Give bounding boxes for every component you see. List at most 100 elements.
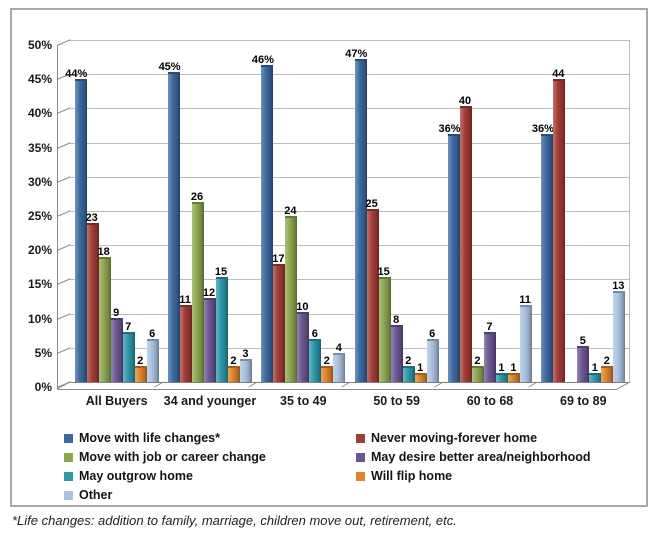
y-axis-tick-label: 40% <box>27 106 52 120</box>
y-axis-tick <box>57 142 71 149</box>
gridline <box>70 177 630 178</box>
bar-group: 45% 11 26 12 15 2 3 <box>159 40 256 382</box>
bar-value-label: 36% <box>531 123 554 135</box>
x-axis-label: 50 to 59 <box>373 394 420 408</box>
y-axis-tick <box>57 313 71 320</box>
legend-item: Will flip home <box>356 468 591 484</box>
legend-swatch-icon <box>356 452 365 462</box>
bar-value-label: 6 <box>311 328 318 340</box>
bar: 44% <box>65 68 87 382</box>
bar: 15 <box>378 266 391 382</box>
bar: 6 <box>309 328 322 382</box>
bar-value-label: 1 <box>510 362 517 374</box>
x-axis-label: 35 to 49 <box>280 394 327 408</box>
bar-group: 36% 44 5 1 2 13 <box>532 40 630 382</box>
bar-groups: 44% 23 18 9 7 2 6 45% 11 26 12 15 2 3 46% 17 24 10 6 2 4 47% 2… <box>65 40 630 382</box>
bar: 2 <box>402 355 415 382</box>
bar: 23 <box>86 212 99 382</box>
bar-value-label: 3 <box>242 348 249 360</box>
y-axis-tick-label: 25% <box>27 209 52 223</box>
bar: 44 <box>552 68 566 382</box>
bar: 7 <box>122 321 135 382</box>
bar-value-label: 6 <box>149 328 156 340</box>
bar: 26 <box>191 191 204 382</box>
gridline <box>70 314 630 315</box>
bar: 2 <box>321 355 334 382</box>
bar: 11 <box>519 294 532 382</box>
y-axis-tick-label: 0% <box>34 380 52 394</box>
gridline <box>70 40 630 41</box>
bar-value-label: 7 <box>486 321 493 333</box>
legend-label: Other <box>79 488 113 502</box>
legend-item: Move with job or career change <box>64 449 356 465</box>
gridline <box>70 348 630 349</box>
bar-value-label: 1 <box>417 362 424 374</box>
bar-value-label: 40 <box>458 95 472 107</box>
y-axis-tick-label: 50% <box>27 38 52 52</box>
bar: 8 <box>390 314 403 382</box>
legend-item: Move with life changes* <box>64 430 356 446</box>
bar-value-label: 1 <box>591 362 598 374</box>
y-axis-tick <box>57 347 71 354</box>
gridline <box>70 74 630 75</box>
left-wall-line <box>57 45 58 390</box>
bar-value-label: 2 <box>474 355 481 367</box>
y-axis-tick-label: 35% <box>27 141 52 155</box>
bar-value-label: 44 <box>552 68 565 80</box>
y-axis-tick-label: 5% <box>34 346 52 360</box>
bar-value-label: 4 <box>335 342 342 354</box>
legend-item: May desire better area/neighborhood <box>356 449 591 465</box>
bar-value-label: 25 <box>365 198 378 210</box>
bar: 36% <box>439 123 461 382</box>
y-axis-tick-label: 45% <box>27 72 52 86</box>
bar-value-label: 11 <box>519 294 531 306</box>
bar-value-label: 2 <box>405 355 412 367</box>
bar: 1 <box>507 362 520 382</box>
plot-area: 0% 5% 10% 15% 20% 25% 30% 35% 40% 45% 50% 44% 23 18 9 7… <box>28 38 631 394</box>
bar: 36% <box>532 123 554 382</box>
y-axis-tick-label: 30% <box>27 175 52 189</box>
bar: 10 <box>296 301 310 382</box>
bar: 1 <box>414 362 427 382</box>
bar: 13 <box>612 280 626 382</box>
legend-item: Other <box>64 487 356 503</box>
legend-swatch-icon <box>64 471 73 481</box>
right-wall-line <box>629 40 630 383</box>
bar-value-label: 10 <box>296 301 309 313</box>
x-axis-labels: All Buyers 34 and younger 35 to 49 50 to 59… <box>70 394 630 408</box>
legend-item: Never moving-forever home <box>356 430 591 446</box>
bar: 46% <box>252 54 274 382</box>
bar-value-label: 46% <box>251 54 274 66</box>
bar: 6 <box>146 328 159 382</box>
x-axis-label: 69 to 89 <box>560 394 607 408</box>
bar-value-label: 44% <box>65 68 88 80</box>
bar-value-label: 11 <box>179 294 191 306</box>
bar-value-label: 2 <box>603 355 610 367</box>
bar: 18 <box>98 246 111 382</box>
bar-value-label: 12 <box>202 287 216 299</box>
bar-group: 44% 23 18 9 7 2 6 <box>65 40 163 382</box>
bar-value-label: 13 <box>612 280 625 292</box>
bar: 1 <box>495 362 508 382</box>
footnote: *Life changes: addition to family, marri… <box>12 513 457 528</box>
x-axis-label: All Buyers <box>85 394 148 408</box>
legend-swatch-icon <box>356 433 365 443</box>
gridline <box>70 279 630 280</box>
bar-value-label: 45% <box>158 61 181 73</box>
x-axis-label: 60 to 68 <box>466 394 514 408</box>
y-axis-tick <box>57 107 71 114</box>
bar-value-label: 26 <box>190 191 204 203</box>
bar-group: 46% 17 24 10 6 2 4 <box>252 40 350 382</box>
bar-value-label: 47% <box>345 48 368 60</box>
bar-value-label: 2 <box>323 355 330 367</box>
gridline <box>70 143 630 144</box>
bar-value-label: 15 <box>377 266 390 278</box>
bar: 11 <box>179 294 192 382</box>
bar: 47% <box>345 48 367 382</box>
y-axis-tick-label: 20% <box>27 243 52 257</box>
y-axis-tick <box>57 278 71 285</box>
bar-value-label: 5 <box>579 335 586 347</box>
y-axis-tick <box>57 39 71 46</box>
bar-value-label: 23 <box>85 212 98 224</box>
